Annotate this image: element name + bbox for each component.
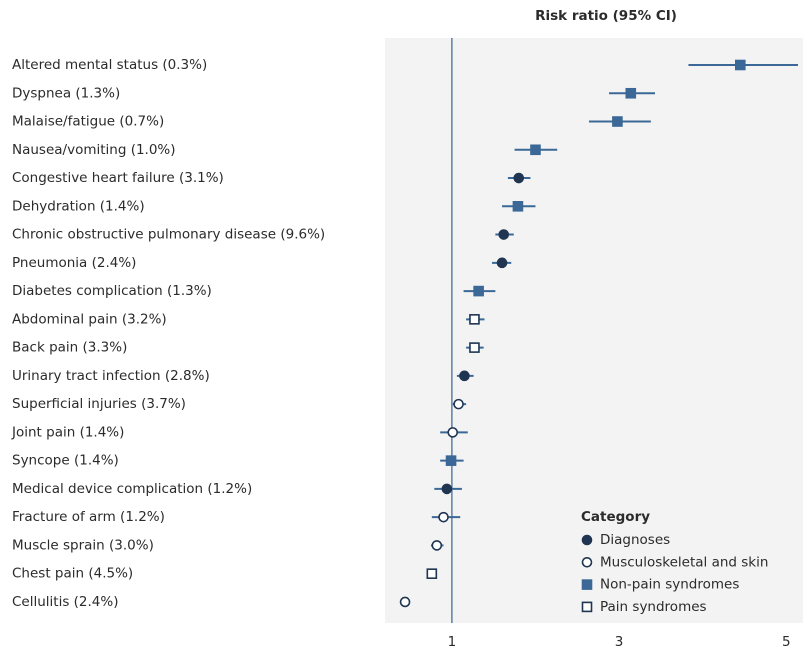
- legend-label: Diagnoses: [600, 532, 670, 548]
- row-label: Altered mental status (0.3%): [12, 57, 207, 73]
- point-estimate: [469, 342, 480, 353]
- row-label: Joint pain (1.4%): [11, 424, 124, 440]
- row-label: Cellulitis (2.4%): [12, 594, 119, 610]
- legend-marker: [581, 601, 593, 613]
- row-label: Superficial injuries (3.7%): [12, 396, 186, 412]
- point-estimate: [512, 201, 524, 212]
- row-label: Fracture of arm (1.2%): [12, 509, 165, 525]
- legend-marker: [581, 534, 593, 546]
- legend-marker: [581, 579, 593, 590]
- point-estimate: [612, 116, 623, 127]
- x-tick-label: 3: [615, 634, 624, 650]
- x-tick-label: 5: [782, 634, 791, 650]
- point-estimate: [496, 257, 508, 269]
- point-estimate: [445, 455, 457, 466]
- row-label: Nausea/vomiting (1.0%): [12, 142, 176, 158]
- row-label: Urinary tract infection (2.8%): [12, 368, 210, 384]
- row-label: Medical device complication (1.2%): [12, 481, 252, 497]
- row-label: Chest pain (4.5%): [12, 566, 133, 582]
- row-label: Chronic obstructive pulmonary disease (9…: [12, 227, 325, 243]
- point-estimate: [469, 314, 480, 325]
- point-estimate: [453, 398, 464, 410]
- point-estimate: [473, 285, 484, 297]
- row-label: Diabetes complication (1.3%): [12, 283, 212, 299]
- point-estimate: [447, 427, 459, 438]
- point-estimate: [625, 87, 637, 99]
- point-estimate: [459, 370, 470, 382]
- point-estimate: [426, 568, 438, 579]
- point-estimate: [399, 596, 411, 608]
- x-tick-label: 1: [448, 634, 457, 650]
- row-label: Dyspnea (1.3%): [12, 85, 120, 101]
- legend-title: Category: [581, 509, 650, 525]
- point-estimate: [438, 511, 449, 523]
- row-label: Congestive heart failure (3.1%): [12, 170, 224, 186]
- legend-label: Non-pain syndromes: [600, 577, 739, 593]
- row-label: Abdominal pain (3.2%): [12, 311, 167, 327]
- row-label: Dehydration (1.4%): [12, 198, 145, 214]
- point-estimate: [498, 229, 510, 240]
- legend-label: Musculoskeletal and skin: [600, 554, 768, 570]
- point-estimate: [441, 483, 453, 495]
- row-label: Syncope (1.4%): [12, 453, 119, 469]
- point-estimate: [513, 172, 525, 184]
- row-label: Muscle sprain (3.0%): [12, 537, 154, 553]
- plot-background: [385, 38, 803, 623]
- legend-marker: [581, 556, 593, 568]
- point-estimate: [431, 540, 443, 551]
- point-estimate: [734, 59, 746, 71]
- row-label: Malaise/fatigue (0.7%): [12, 114, 164, 130]
- row-label: Back pain (3.3%): [12, 340, 127, 356]
- point-estimate: [530, 144, 541, 156]
- chart-title: Risk ratio (95% CI): [535, 8, 677, 24]
- row-label: Pneumonia (2.4%): [12, 255, 136, 271]
- legend-label: Pain syndromes: [600, 599, 707, 615]
